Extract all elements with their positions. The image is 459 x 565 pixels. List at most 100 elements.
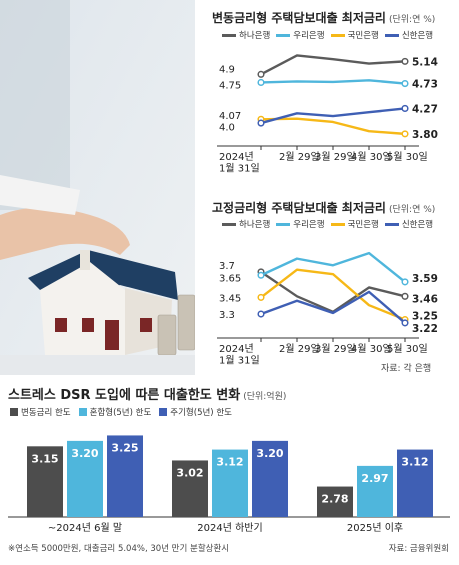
legend-item: 국민은행: [330, 218, 379, 230]
bar: [357, 465, 393, 517]
bar: [67, 440, 103, 517]
legend-swatch: [222, 222, 236, 226]
series-line: [260, 268, 406, 321]
footnote: ※연소득 5000만원, 대출금리 5.04%, 30년 만기 분할상환시: [8, 544, 230, 554]
data-label: 3.65: [219, 273, 241, 284]
legend-swatch: [330, 33, 345, 37]
legend-label: 변동금리 한도: [21, 408, 71, 418]
category-label: 2024년 하반기: [197, 521, 262, 534]
chart2-title: 고정금리형 주택담보대출 최저금리 (단위:연 %): [212, 201, 436, 215]
legend-label: 신한은행: [401, 220, 434, 230]
bar-chart-source: 자료: 금융위원회: [388, 544, 449, 554]
legend-item: 하나은행: [222, 29, 270, 41]
data-point: [401, 319, 409, 327]
x-tick-label: 3월 29일: [315, 151, 356, 163]
data-label: 3.3: [219, 310, 235, 321]
legend-item: 국민은행: [330, 29, 379, 41]
data-point: [257, 78, 265, 87]
bar-value-label: 3.20: [256, 447, 283, 460]
series-line: [260, 251, 406, 283]
category-label: 2025년 이후: [347, 522, 403, 534]
bar-value-label: 3.25: [111, 441, 138, 454]
legend-label: 우리은행: [293, 31, 325, 41]
series-line: [260, 107, 406, 125]
data-point: [401, 104, 409, 112]
data-label: 4.07 4.0: [219, 111, 241, 134]
legend-swatch: [10, 408, 18, 416]
legend-label: 하나은행: [239, 31, 271, 41]
series-line: [260, 54, 406, 76]
chart2-unit: (단위:연 %): [388, 205, 436, 215]
x-tick-label: 2월 29일: [279, 343, 320, 355]
chart1-legend: 하나은행 우리은행 국민은행 신한은행: [222, 29, 433, 41]
data-label: 3.46: [412, 293, 438, 305]
data-point: [401, 130, 409, 138]
data-point: [257, 271, 265, 279]
data-label: 4.75: [219, 80, 241, 91]
bar: [252, 440, 288, 517]
legend-label: 주기형(5년) 한도: [170, 408, 232, 418]
data-label: 4.27: [412, 103, 438, 115]
legend-item: 변동금리 한도: [10, 406, 71, 418]
legend-swatch: [384, 222, 399, 226]
data-point: [257, 119, 265, 127]
chart1-title: 변동금리형 주택담보대출 최저금리 (단위:연 %): [212, 11, 436, 25]
legend-label: 신한은행: [401, 31, 434, 41]
series-line: [260, 117, 406, 136]
bar-value-label: 3.02: [176, 466, 203, 479]
legend-swatch: [78, 408, 87, 416]
data-label: 3.59: [412, 273, 438, 285]
chart1-unit: (단위:연 %): [388, 15, 436, 25]
legend-label: 우리은행: [293, 220, 325, 230]
bar-value-label: 3.12: [401, 456, 428, 469]
series-line: [260, 79, 406, 85]
chart3-legend: 변동금리 한도 혼합형(5년) 한도 주기형(5년) 한도: [10, 406, 232, 418]
data-point: [257, 293, 265, 301]
legend-swatch: [276, 33, 291, 37]
data-label: 4.73: [412, 79, 438, 91]
chart3-unit: (단위:억원): [243, 392, 287, 402]
data-point: [401, 57, 409, 65]
data-label: 5.14: [412, 56, 438, 68]
legend-item: 하나은행: [222, 218, 270, 230]
legend-item: 주기형(5년) 한도: [159, 406, 232, 418]
x-tick-label: 5월 30일: [387, 151, 428, 163]
bar: [172, 460, 208, 517]
data-point: [257, 70, 265, 78]
data-point: [257, 310, 265, 318]
legend-label: 하나은행: [239, 220, 271, 230]
loan-limit-bar-chart: 3.15 3.20 3.25 ~2024년 6월 말 3.02 3.12 3.20 2024년…: [8, 435, 450, 534]
x-tick-label: 2월 29일: [279, 151, 320, 163]
chart2-legend: 하나은행 우리은행 국민은행 신한은행: [222, 218, 433, 230]
series-line: [260, 290, 406, 324]
legend-label: 국민은행: [347, 31, 379, 41]
legend-swatch: [384, 33, 399, 37]
legend-swatch: [159, 408, 168, 416]
bar-value-label: 2.78: [321, 493, 348, 506]
category-label: ~2024년 6월 말: [48, 522, 122, 534]
chart-source: 자료: 각 은행: [381, 362, 431, 374]
house-and-coins-photo: [0, 0, 195, 375]
legend-item: 혼합형(5년) 한도: [78, 406, 152, 418]
bar-value-label: 3.15: [31, 452, 58, 465]
x-tick-label: 4월 30일: [351, 151, 392, 163]
bar: [107, 435, 143, 517]
data-label: 3.22: [412, 323, 438, 335]
data-label: 3.45: [219, 293, 241, 304]
legend-label: 국민은행: [347, 220, 379, 230]
bar-value-label: 3.20: [71, 447, 98, 460]
legend-label: 혼합형(5년) 한도: [89, 408, 152, 418]
bar: [397, 449, 433, 517]
x-tick-label: 5월 30일: [387, 343, 428, 355]
legend-item: 신한은행: [384, 218, 434, 230]
legend-swatch: [330, 222, 345, 226]
legend-item: 우리은행: [276, 218, 325, 230]
bar: [317, 486, 353, 517]
bar: [27, 446, 63, 517]
data-label: 3.25: [412, 311, 438, 323]
data-point: [401, 278, 409, 286]
bar: [212, 449, 248, 517]
x-tick-label: 2024년 1월 31일: [219, 343, 260, 367]
